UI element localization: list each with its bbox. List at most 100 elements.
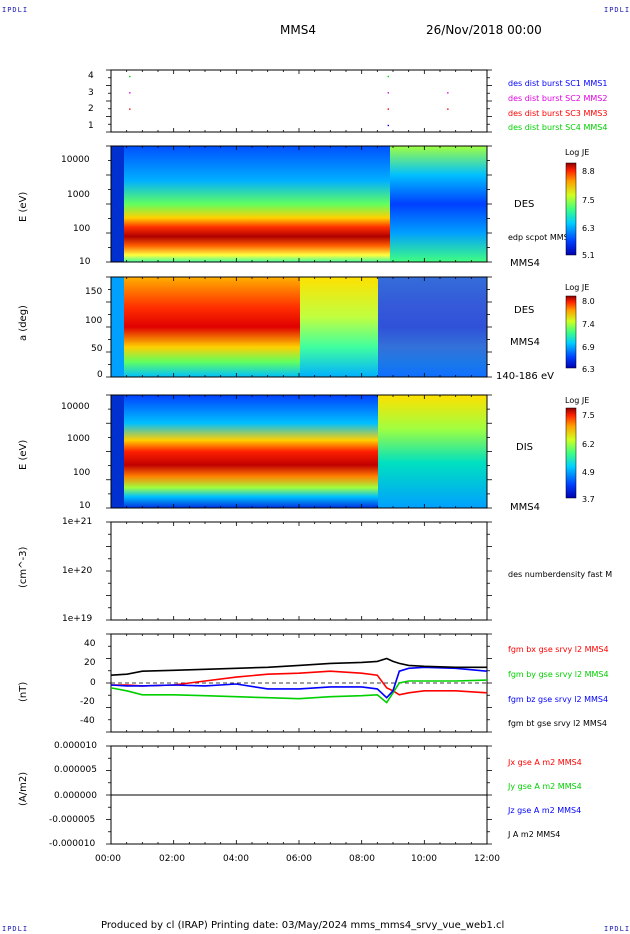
dis-energy-early-band: [111, 395, 124, 508]
dis-e-ytick-100: 100: [73, 468, 91, 478]
dis-e-label: DIS: [516, 442, 533, 453]
des-pitch-mid-band: [300, 277, 378, 377]
cbar2-tick-4: 6.3: [582, 365, 595, 374]
burst-ytick-4: 4: [88, 71, 94, 81]
b-ytick-0: 0: [90, 678, 96, 688]
xtick-0000: 00:00: [95, 854, 121, 864]
cbar3-tick-1: 7.5: [582, 411, 595, 420]
colorbar-des-pitch: [565, 295, 577, 369]
cbar1-tick-1: 8.8: [582, 167, 595, 176]
des-e-ytick-10: 10: [79, 257, 91, 267]
xtick-1200: 12:00: [474, 854, 500, 864]
cbar1-tick-3: 6.3: [582, 224, 595, 233]
j-legend-jz: Jz gse A m2 MMS4: [508, 806, 582, 815]
des-energy-late-band: [390, 146, 487, 262]
b-legend-bx: fgm bx gse srvy l2 MMS4: [508, 645, 609, 654]
cbar1-title: Log JE: [565, 148, 590, 157]
burst-point-2-0: [129, 92, 131, 94]
dis-e-mms-label: MMS4: [510, 502, 540, 513]
cbar3-tick-2: 6.2: [582, 440, 595, 449]
cbar3-tick-4: 3.7: [582, 495, 595, 504]
j-ytick-m10: -0.000010: [49, 839, 96, 849]
b-ytick-40: 40: [84, 639, 96, 649]
axis-ticks: [106, 69, 492, 845]
j-legend-jt: J A m2 MMS4: [508, 830, 561, 839]
b-legend-by: fgm by gse srvy l2 MMS4: [508, 670, 609, 679]
burst-point-2-1: [387, 92, 389, 94]
des-pitch-late-band: [378, 277, 487, 377]
dis-e-ytick-1000: 1000: [67, 434, 90, 444]
des-energy-early-band: [111, 146, 124, 262]
des-pa-ytick-150: 150: [85, 287, 103, 297]
cbar2-tick-1: 8.0: [582, 297, 595, 306]
burst-ytick-2: 2: [88, 104, 94, 114]
burst-point-4-1: [387, 75, 389, 78]
dis-e-ytick-10: 10: [79, 501, 91, 511]
des-pitch-early-band: [111, 277, 124, 377]
des-e-mms-label: MMS4: [510, 258, 540, 269]
j-legend-jy: Jy gse A m2 MMS4: [508, 782, 582, 791]
burst-point-3-0: [129, 108, 131, 110]
b-legend-bt: fgm bt gse srvy l2 MMS4: [508, 719, 607, 728]
xtick-0600: 06:00: [286, 854, 312, 864]
burst-point-2-2: [447, 92, 449, 94]
xtick-0800: 08:00: [349, 854, 375, 864]
des-pa-label: DES: [514, 305, 535, 316]
cbar2-title: Log JE: [565, 283, 590, 292]
corner-label-bottom-right: IPDLI: [604, 925, 630, 933]
colorbar-des-energy: [565, 162, 577, 256]
des-e-scpot-label: edp scpot MMS4: [508, 233, 574, 242]
burst-point-3-1: [387, 108, 389, 110]
xtick-1000: 10:00: [411, 854, 437, 864]
burst-points: [129, 75, 449, 127]
b-legend-bz: fgm bz gse srvy l2 MMS4: [508, 695, 609, 704]
b-ytick-m20: -20: [80, 697, 95, 707]
burst-ytick-3: 3: [88, 88, 94, 98]
b-field-frame: [110, 633, 488, 733]
corner-label-top-left: IPDLI: [2, 6, 29, 14]
des-e-label: DES: [514, 199, 535, 210]
dens-ytick-1e20: 1e+20: [62, 566, 93, 576]
cbar3-tick-3: 4.9: [582, 468, 595, 477]
burst-point-1-0: [387, 124, 389, 127]
burst-legend-mms3: des dist burst SC3 MMS3: [508, 109, 608, 118]
burst-point-3-2: [447, 108, 449, 110]
burst-point-4-0: [129, 75, 131, 78]
cbar2-tick-2: 7.4: [582, 320, 595, 329]
spacecraft-title: MMS4: [280, 23, 316, 37]
date-title: 26/Nov/2018 00:00: [426, 23, 542, 37]
xtick-0400: 04:00: [223, 854, 249, 864]
des-pa-ytick-50: 50: [91, 344, 103, 354]
cbar3-title: Log JE: [565, 396, 590, 405]
burst-ytick-1: 1: [88, 121, 94, 131]
cbar2-tick-3: 6.9: [582, 343, 595, 352]
cbar1-tick-4: 5.1: [582, 251, 595, 260]
dens-ytick-1e19: 1e+19: [62, 614, 93, 624]
xtick-0200: 02:00: [159, 854, 185, 864]
b-series-bt: [110, 657, 487, 676]
burst-legend-mms2: des dist burst SC2 MMS2: [508, 94, 608, 103]
des-e-ytick-10000: 10000: [61, 155, 90, 165]
des-pa-ytick-100: 100: [85, 316, 103, 326]
b-ytick-m40: -40: [80, 716, 95, 726]
j-ytick-p5: 0.000005: [54, 765, 97, 775]
dis-energy-late-band: [378, 395, 487, 508]
colorbar-dis-energy: [565, 407, 577, 499]
dens-legend: des numberdensity fast M: [508, 570, 613, 579]
des-pa-energy-label: 140-186 eV: [496, 371, 554, 382]
dens-ytick-1e21: 1e+21: [62, 517, 93, 527]
des-pa-ytick-0: 0: [97, 370, 103, 380]
cbar1-tick-2: 7.5: [582, 196, 595, 205]
j-ytick-p10: 0.000010: [54, 741, 97, 751]
density-frame: [110, 521, 488, 621]
j-ytick-0: 0.000000: [54, 791, 97, 801]
b-field-lines: [110, 657, 488, 704]
b-series-by: [110, 679, 488, 704]
des-e-ytick-1000: 1000: [67, 190, 90, 200]
footer-credit: Produced by cl (IRAP) Printing date: 03/…: [101, 920, 505, 931]
burst-frame: [110, 69, 488, 133]
j-legend-jx: Jx gse A m2 MMS4: [508, 758, 582, 767]
burst-legend-mms1: des dist burst SC1 MMS1: [508, 79, 608, 88]
b-series-bz: [110, 666, 488, 699]
